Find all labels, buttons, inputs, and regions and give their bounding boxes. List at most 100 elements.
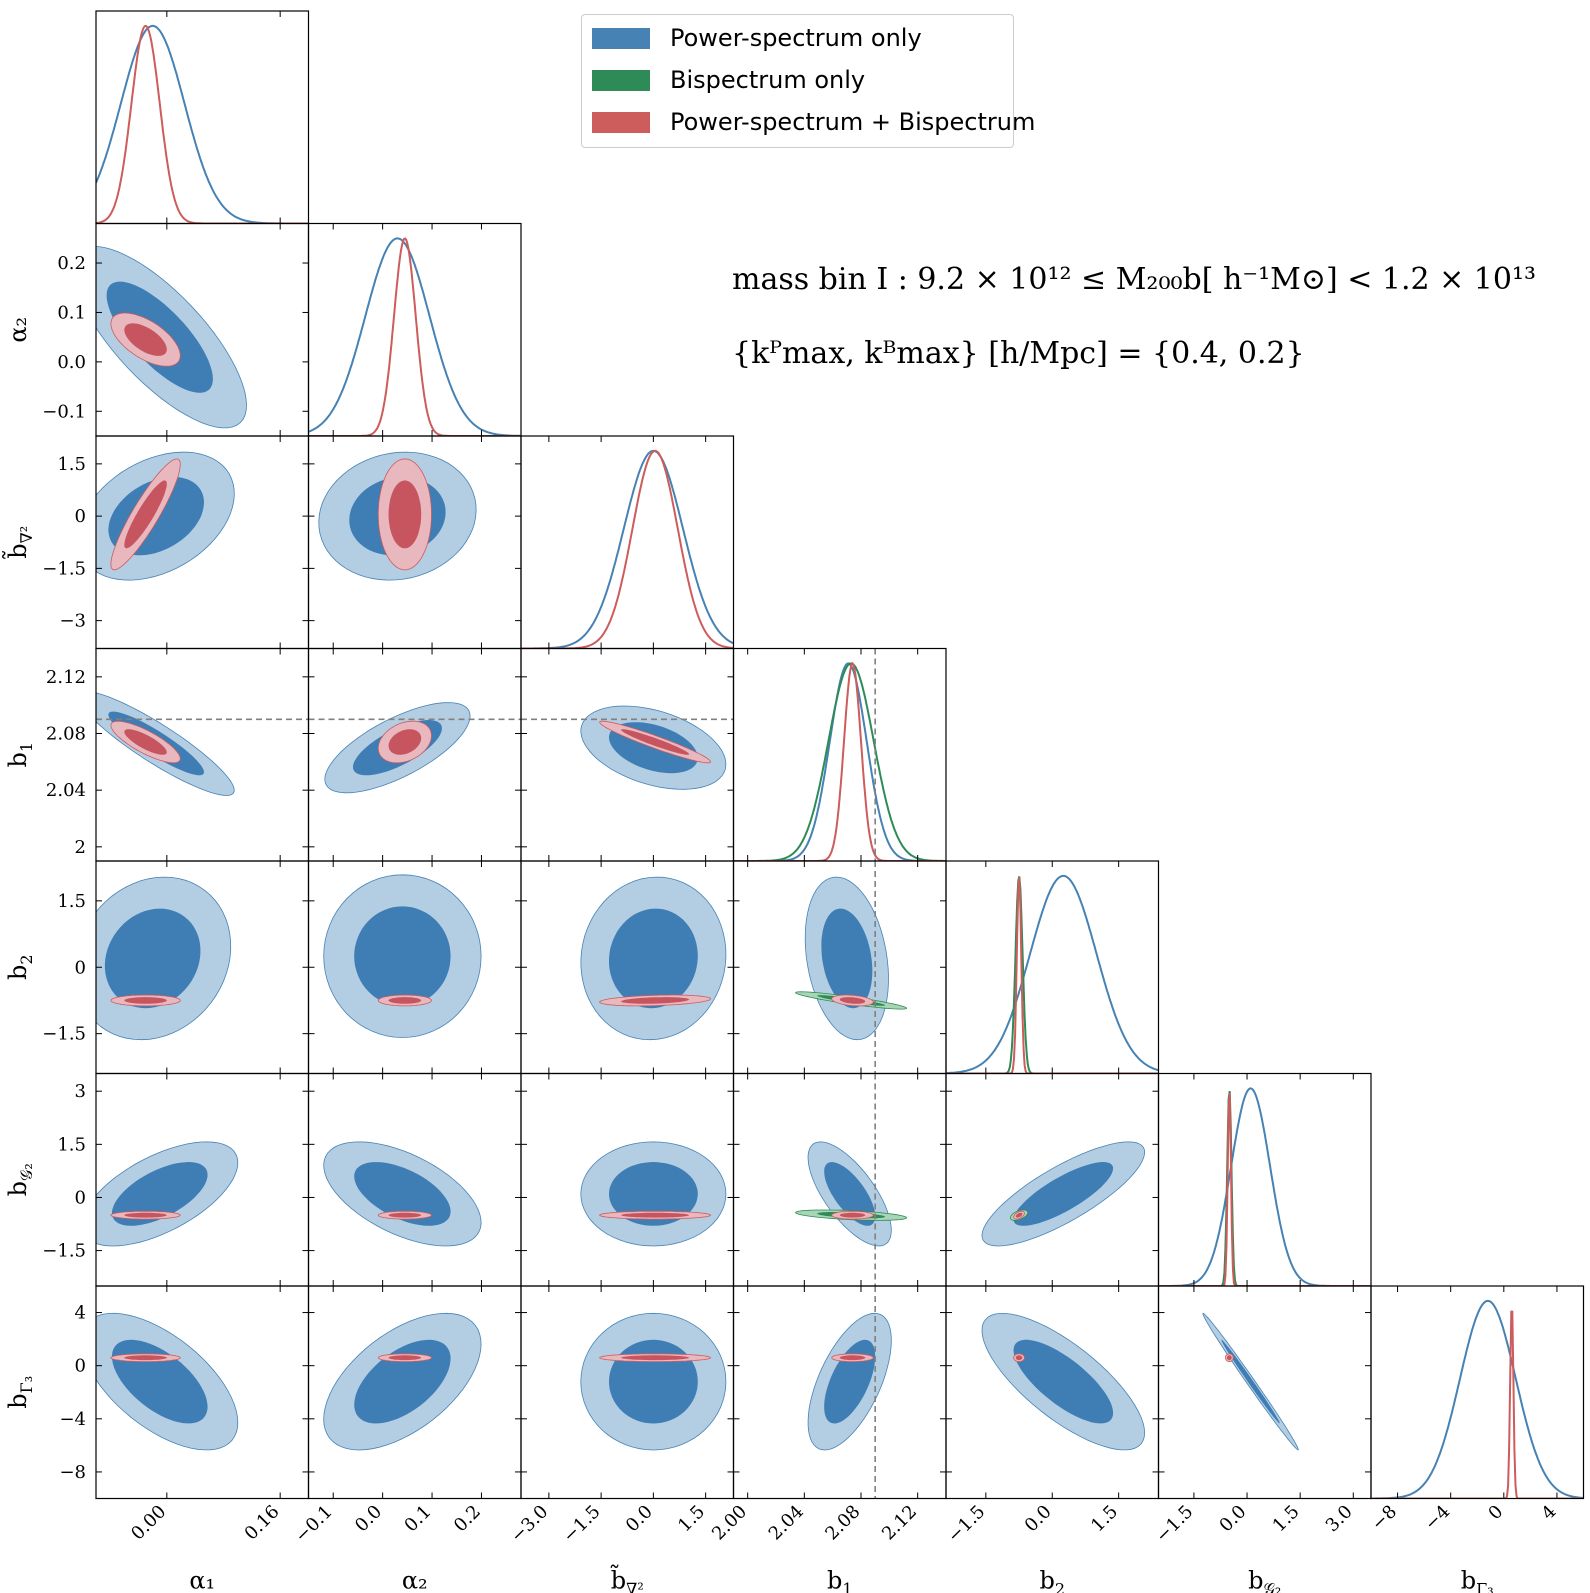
contour-inner-PB — [124, 1212, 167, 1218]
panel-bg-a1 — [95, 1072, 310, 1287]
y-axis-label: b2 — [4, 954, 36, 980]
marginal-line-P-bG — [1371, 1299, 1584, 1499]
x-tick-label: 1.5 — [1269, 1501, 1304, 1536]
panel-content — [580, 1141, 727, 1247]
marginal-line-PB-a2 — [308, 237, 521, 436]
panel-content — [323, 1141, 482, 1247]
contour-inner-PB — [388, 480, 422, 549]
x-axis-label: b1 — [827, 1567, 853, 1593]
panel-content — [521, 449, 734, 649]
panel-content — [580, 1312, 727, 1451]
panel-bn-bn — [520, 435, 735, 650]
x-axis-label-sub: 1 — [842, 1580, 852, 1593]
x-tick-label: 0.00 — [127, 1501, 170, 1544]
panel-content — [96, 1312, 239, 1451]
contour-inner-PB — [1015, 1355, 1023, 1361]
panel-bG-a1 — [95, 1285, 310, 1500]
x-tick-label: 0.2 — [450, 1501, 485, 1536]
contour-inner-P — [354, 1339, 451, 1424]
panel-content — [323, 874, 482, 1038]
contour-inner-PB — [124, 323, 167, 356]
contour-inner-P — [354, 906, 451, 1006]
panel-frame — [1370, 1285, 1585, 1500]
y-tick-label: −8 — [59, 1462, 86, 1483]
panel-content — [308, 237, 521, 436]
panel-content — [96, 451, 235, 581]
y-axis-label: α₂ — [4, 317, 32, 343]
panel-bG-bn — [520, 1285, 735, 1500]
panel-content — [96, 246, 247, 429]
x-tick-label: −3.0 — [507, 1501, 553, 1547]
panel-content — [96, 1141, 239, 1247]
panel-bg-b1 — [732, 1072, 947, 1287]
x-axis-label-sub: 𝒢₂ — [1264, 1580, 1282, 1593]
panel-content — [96, 24, 309, 224]
contour-inner-PB — [839, 1355, 866, 1361]
contour-inner-PB — [1226, 1355, 1232, 1361]
mass-bin-annotation: mass bin I : 9.2 × 10¹² ≤ M₂₀₀b[ h⁻¹M⊙] … — [732, 262, 1537, 297]
panel-content — [308, 702, 521, 794]
x-tick-label: −0.1 — [291, 1501, 337, 1547]
panel-bG-b2 — [945, 1285, 1160, 1500]
x-tick-label: 2.04 — [765, 1501, 808, 1544]
panel-content — [1371, 1299, 1584, 1499]
contour-inner-PB — [124, 1355, 167, 1361]
panel-content — [946, 874, 1159, 1074]
panel-a2-a2 — [307, 222, 522, 437]
marginal-line-PB-bn — [521, 449, 734, 649]
panel-content — [795, 1073, 908, 1286]
y-tick-label: 2 — [75, 837, 86, 858]
panel-b1-a2 — [307, 647, 522, 862]
y-axis-label-sub: ∇² — [17, 526, 36, 544]
panel-content — [580, 876, 727, 1041]
contour-inner-P — [609, 908, 698, 1009]
panel-content — [981, 1313, 1146, 1451]
panel-content — [807, 1286, 892, 1499]
y-axis-label: b𝒢₂ — [4, 1163, 36, 1196]
x-tick-label: 1.5 — [1087, 1501, 1122, 1536]
y-axis-label: b1 — [4, 742, 36, 768]
panel-b2-a1 — [95, 860, 310, 1075]
x-tick-label: 2.12 — [878, 1501, 921, 1544]
panel-content — [1158, 1087, 1371, 1286]
x-tick-label: −1.5 — [944, 1501, 990, 1547]
panel-bG-bG — [1370, 1285, 1585, 1500]
kmax-annotation: {kᴾmax, kᴮmax} [h/Mpc] = {0.4, 0.2} — [732, 336, 1305, 371]
contour-inner-P — [609, 1339, 698, 1424]
panel-bG-bg — [1157, 1285, 1372, 1500]
x-axis-label-sub: ∇² — [626, 1580, 644, 1593]
x-axis-label: α₂ — [402, 1567, 428, 1593]
x-tick-label: 2.08 — [821, 1501, 864, 1544]
marginal-line-P-a2 — [308, 237, 521, 436]
y-axis-label-sub: 1 — [17, 742, 36, 752]
y-axis-label-sub: Γ₃ — [17, 1376, 36, 1394]
panel-frame — [95, 10, 310, 225]
marginal-line-B-b2 — [946, 876, 1159, 1074]
panel-content — [96, 876, 232, 1041]
x-tick-label: 0.0 — [622, 1501, 657, 1536]
x-tick-label: −4 — [1421, 1501, 1455, 1535]
y-tick-label: 0 — [75, 506, 86, 527]
panel-bn-a1 — [95, 435, 310, 650]
x-tick-label: 0.0 — [1021, 1501, 1056, 1536]
contour-inner-PB — [621, 1212, 690, 1218]
legend-label: Power-spectrum + Bispectrum — [670, 108, 1036, 136]
marginal-line-PB-b2 — [946, 877, 1159, 1074]
x-tick-label: −1.5 — [1152, 1501, 1198, 1547]
x-tick-label: 0.16 — [241, 1501, 284, 1544]
x-axis-label: bΓ₃ — [1461, 1567, 1494, 1593]
contour-inner-PB — [124, 729, 167, 755]
marginal-line-PB-b1 — [733, 661, 946, 861]
x-tick-label: −1.5 — [559, 1501, 605, 1547]
y-tick-label: 1.5 — [57, 1134, 86, 1155]
panel-content — [96, 692, 309, 796]
x-tick-label: −8 — [1367, 1501, 1401, 1535]
x-axis-label-sub: Γ₃ — [1476, 1580, 1494, 1593]
legend-label: Power-spectrum only — [670, 24, 922, 52]
contour-inner-PB — [621, 997, 690, 1004]
contour-inner-PB — [388, 1212, 422, 1218]
contour-inner-PB — [388, 1355, 422, 1361]
y-tick-label: 0 — [75, 957, 86, 978]
legend-swatch-blue — [592, 27, 650, 49]
y-tick-label: 2.04 — [46, 780, 86, 801]
